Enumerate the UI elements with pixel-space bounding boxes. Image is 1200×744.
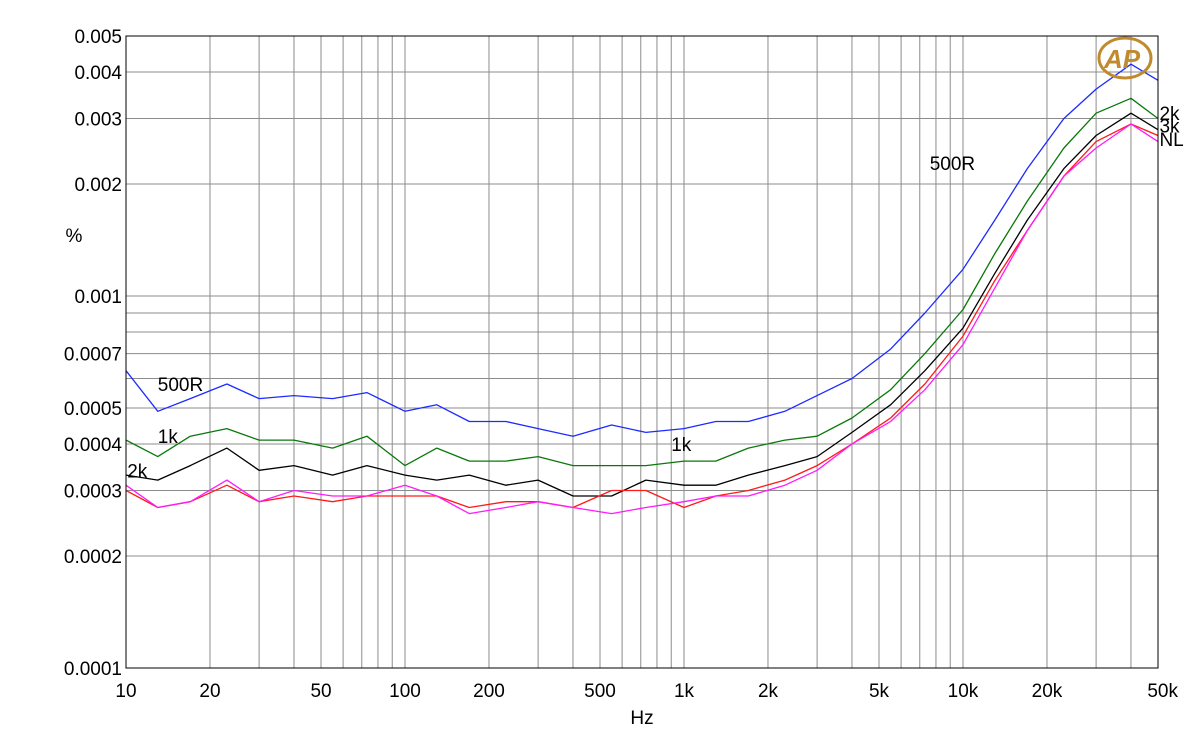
y-tick-label: 0.005: [74, 27, 122, 48]
series-annotation: 500R: [158, 375, 203, 396]
x-axis-label: Hz: [630, 708, 653, 729]
y-axis-label: %: [66, 226, 83, 247]
x-tick-label: 20k: [1032, 681, 1063, 702]
series-annotation: 2k: [127, 461, 148, 482]
y-tick-label: 0.004: [74, 63, 122, 84]
y-tick-label: 0.003: [74, 110, 122, 131]
series-annotation: 3k: [1159, 117, 1180, 138]
y-tick-label: 0.0002: [64, 547, 122, 568]
y-tick-labels: 0.005 0.004 0.003 0.002 0.001 0.0007 0.0005 0.0…: [64, 27, 123, 680]
y-tick-label: 0.001: [74, 287, 122, 308]
series-line: [125, 112, 1159, 497]
y-tick-label: 0.0005: [64, 399, 122, 420]
x-tick-label: 2k: [758, 681, 779, 702]
plot-frame: [125, 35, 1159, 669]
x-tick-label: 500: [584, 681, 616, 702]
x-tick-label: 50k: [1147, 681, 1178, 702]
x-tick-label: 20: [199, 681, 220, 702]
y-tick-label: 0.0004: [64, 435, 123, 456]
x-tick-label: 10: [115, 681, 136, 702]
x-tick-label: 10k: [948, 681, 979, 702]
ap-logo: AP: [1097, 36, 1153, 80]
series-lines: [125, 63, 1159, 515]
y-tick-label: 0.002: [74, 175, 122, 196]
series-line: [125, 123, 1159, 515]
y-tick-label: 0.0007: [64, 345, 122, 366]
series-annotation: 500R: [930, 154, 975, 175]
series-annotation: 2k: [1159, 104, 1180, 125]
series-annotation: 1k: [671, 435, 692, 456]
x-tick-label: 200: [473, 681, 505, 702]
x-tick-label: 100: [389, 681, 421, 702]
x-tick-label: 5k: [869, 681, 890, 702]
series-line: [125, 97, 1159, 467]
series-annotation: 1k: [158, 427, 179, 448]
x-tick-label: 50: [310, 681, 331, 702]
ap-logo-text: AP: [1103, 44, 1141, 74]
series-line: [125, 63, 1159, 437]
series-line: [125, 123, 1159, 509]
y-tick-label: 0.0003: [64, 482, 122, 503]
x-tick-labels: 10 20 50 100 200 500 1k 2k 5k 10k 20k 50k: [115, 681, 1178, 702]
y-tick-label: 0.0001: [64, 659, 122, 680]
ap-logo-ring: [1097, 36, 1153, 80]
series-annotation: NL: [1159, 130, 1183, 151]
x-tick-label: 1k: [674, 681, 695, 702]
